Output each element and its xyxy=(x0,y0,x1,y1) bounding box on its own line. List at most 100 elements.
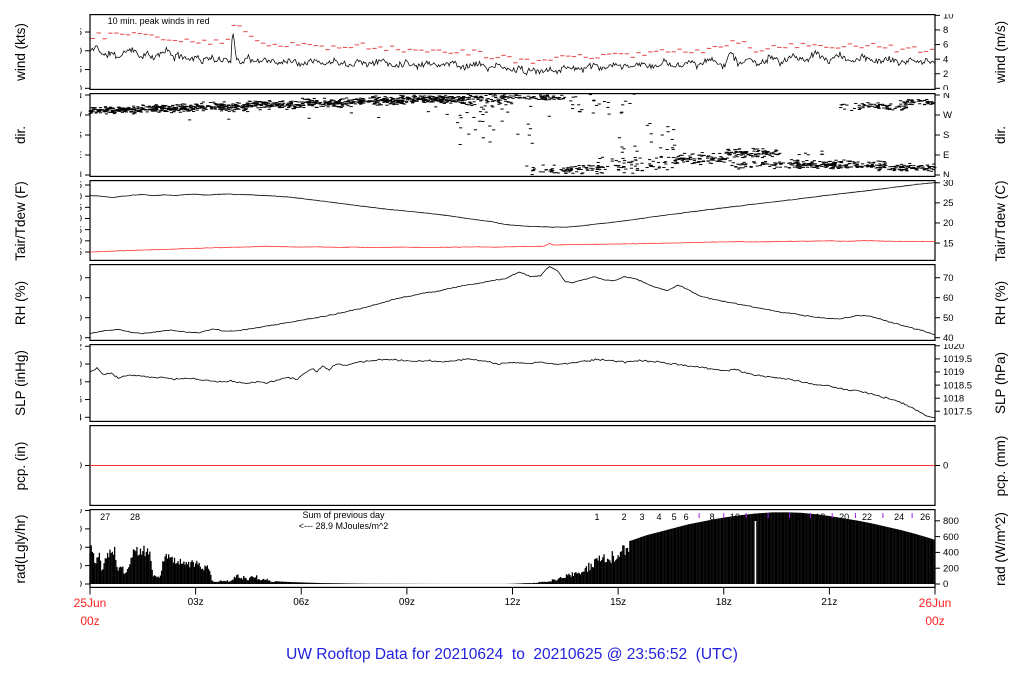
mj-marker-label: 16 xyxy=(795,512,805,522)
y-tick-label: 6 xyxy=(943,40,948,51)
y-tick-label: 1017.5 xyxy=(943,406,972,417)
panel-frame xyxy=(89,14,936,90)
x-tick-label: 12z xyxy=(504,597,521,608)
y-tick-label: 1019 xyxy=(943,367,964,378)
mj-marker-label: 28 xyxy=(130,512,140,522)
panel-frame xyxy=(89,264,936,341)
x-tick-label: 15z xyxy=(610,597,627,608)
y-tick-label: 800 xyxy=(943,516,959,527)
y-tick-label: 600 xyxy=(943,532,959,543)
y-tick-label: 40 xyxy=(943,333,954,341)
x-tick-label: 21z xyxy=(821,597,838,608)
y-tick-label: 80 xyxy=(80,509,82,517)
precipitation-plot: 00 xyxy=(80,425,948,506)
y-tick-label: 30.10 xyxy=(80,359,82,370)
mj-marker-label: 3 xyxy=(640,512,645,522)
wind-panel: 0 5 10 15 0 2 4 6 8 10 10 min. peak winds in red xyxy=(80,14,980,90)
x-axis-tick-marks xyxy=(89,588,936,595)
y-tick-label: 60 xyxy=(80,236,82,247)
x-tick-label: 06z xyxy=(293,597,310,608)
y-tick-label: 200 xyxy=(943,563,959,574)
y-tick-label: 20 xyxy=(80,561,82,572)
y-tick-label: 15 xyxy=(80,27,82,38)
relative-humidity-plot: 40 50 60 70 40 50 60 70 xyxy=(80,264,954,341)
mj-marker-label: 2 xyxy=(622,512,627,522)
wind-speed-plot: 0 5 10 15 0 2 4 6 8 10 10 min. peak winds in red xyxy=(80,14,954,90)
rad-left-axis-label: rad(Lgly/hr) xyxy=(13,513,28,584)
y-tick-label: 65 xyxy=(80,225,82,236)
mj-marker-label: 4 xyxy=(656,512,661,522)
y-tick-label: W xyxy=(943,110,952,121)
y-tick-label: 60 xyxy=(80,293,82,304)
x-axis-start-hour: 00z xyxy=(80,614,100,628)
mj-marker-label: 1 xyxy=(594,512,599,522)
y-tick-label: N xyxy=(943,170,950,177)
y-tick-label: E xyxy=(943,150,949,161)
mj-marker-label: 24 xyxy=(894,512,904,522)
y-tick-label: W xyxy=(80,110,82,121)
mj-marker-label: 20 xyxy=(839,512,849,522)
y-tick-label: 40 xyxy=(80,542,82,553)
y-tick-label: 50 xyxy=(80,313,82,324)
y-tick-label: 80 xyxy=(80,191,82,202)
x-axis-end-date: 26Jun xyxy=(918,596,952,610)
y-tick-label: S xyxy=(943,130,949,141)
y-tick-label: 1020 xyxy=(943,344,964,352)
mj-marker-label: 22 xyxy=(862,512,872,522)
y-tick-label: 0 xyxy=(943,579,948,588)
mj-marker-label: 18 xyxy=(815,512,825,522)
tair-trace xyxy=(89,182,936,228)
y-tick-label: 75 xyxy=(80,203,82,214)
pressure-panel: 30.04 30.06 30.08 30.10 30.12 1017.5 1018 1018.… xyxy=(80,344,980,422)
y-tick-label: 5 xyxy=(80,65,82,76)
y-tick-label: 30.06 xyxy=(80,395,82,406)
y-tick-label: 10 xyxy=(80,46,82,57)
y-tick-label: 0 xyxy=(80,579,82,588)
panel-frame xyxy=(89,509,936,588)
x-tick-label: 03z xyxy=(187,597,204,608)
y-tick-label: 4 xyxy=(943,54,948,65)
y-tick-label: 15 xyxy=(943,238,954,249)
direction-panel: NWSENNWSEN xyxy=(80,93,980,177)
annotation: Sum of previous day xyxy=(302,510,385,520)
x-tick-label: 09z xyxy=(398,597,415,608)
x-tick-label: 18z xyxy=(715,597,732,608)
solar-radiation-plot: 0204060800200400600800272812345681012141… xyxy=(80,509,959,588)
y-tick-label: 55 xyxy=(80,247,82,258)
tdew-trace xyxy=(89,240,936,253)
panel-frame xyxy=(89,344,936,422)
y-tick-label: N xyxy=(80,170,82,177)
mj-marker-label: 26 xyxy=(920,512,930,522)
y-tick-label: 70 xyxy=(80,214,82,225)
wind-direction-plot: NWSENNWSEN xyxy=(80,93,952,177)
y-tick-label: 400 xyxy=(943,548,959,559)
y-tick-label: 0 xyxy=(80,461,82,472)
y-tick-label: S xyxy=(80,130,82,141)
sea-level-pressure-plot: 30.04 30.06 30.08 30.10 30.12 1017.5 1018 1018.… xyxy=(80,344,972,422)
y-tick-label: 1018.5 xyxy=(943,380,972,391)
temperature-dewpoint-plot: 55606570758085 15 20 25 30 xyxy=(80,180,954,261)
temperature-panel: 55606570758085 15 20 25 30 xyxy=(80,180,980,261)
y-tick-label: 40 xyxy=(80,333,82,341)
y-tick-label: N xyxy=(80,93,82,101)
wind-kts-trace xyxy=(89,33,936,76)
y-tick-label: E xyxy=(80,150,82,161)
mj-marker-label: 27 xyxy=(100,512,110,522)
y-tick-label: 50 xyxy=(943,313,954,324)
y-tick-label: 0 xyxy=(943,461,948,472)
y-tick-label: 30.04 xyxy=(80,412,82,422)
y-tick-label: 20 xyxy=(943,218,954,229)
y-tick-label: 25 xyxy=(943,198,954,209)
y-tick-label: 0 xyxy=(80,84,82,90)
mj-marker-label: 12 xyxy=(752,512,762,522)
rh-trace xyxy=(89,266,936,336)
y-tick-label: 60 xyxy=(943,293,954,304)
y-tick-label: 30.12 xyxy=(80,344,82,353)
humidity-panel: 40 50 60 70 40 50 60 70 xyxy=(80,264,980,341)
y-tick-label: 70 xyxy=(943,273,954,284)
y-tick-label: 10 xyxy=(943,14,954,22)
slp-trace xyxy=(89,358,936,419)
precip-panel: 00 xyxy=(80,425,980,506)
annotation: 10 min. peak winds in red xyxy=(108,16,210,26)
